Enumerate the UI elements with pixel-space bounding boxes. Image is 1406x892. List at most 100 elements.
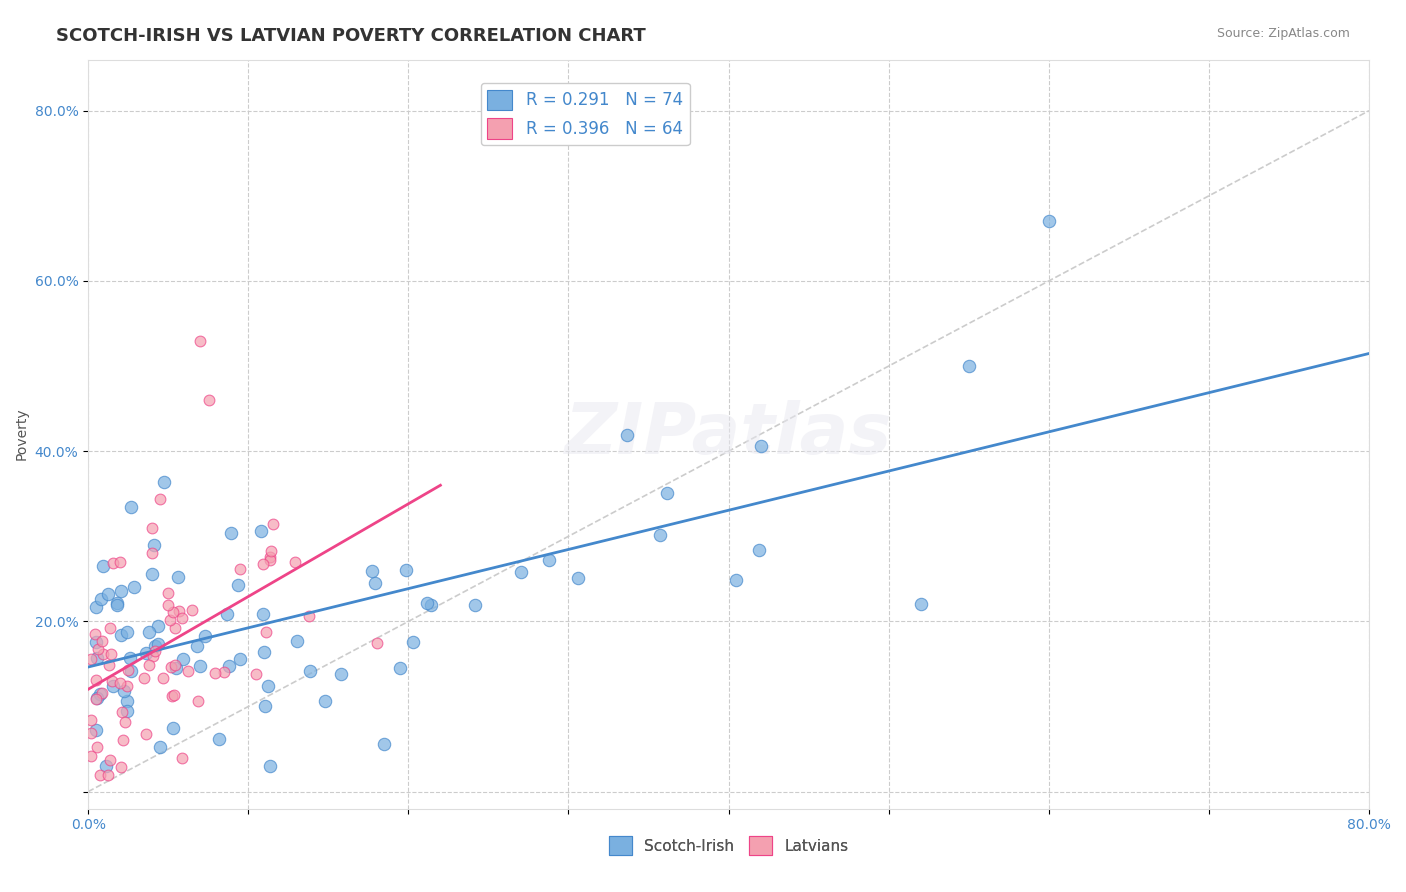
Point [84, 723, 107, 737]
Point [86, 690, 108, 705]
Point [259, 549, 281, 564]
Point [245, 666, 267, 681]
Point [162, 605, 184, 619]
Point [219, 525, 242, 540]
Point [648, 528, 671, 542]
Point [108, 675, 131, 690]
Point [84, 673, 107, 688]
Point [464, 598, 486, 612]
Point [910, 598, 932, 612]
Point [188, 334, 211, 348]
Point [198, 392, 221, 407]
Point [97, 767, 120, 781]
Point [143, 639, 166, 653]
Point [91, 686, 114, 700]
Point [100, 648, 122, 662]
Point [94, 759, 117, 773]
Point [120, 664, 142, 678]
Point [84, 635, 107, 649]
Point [115, 693, 138, 707]
Point [108, 555, 131, 569]
Point [260, 544, 283, 558]
Point [157, 585, 180, 599]
Point [228, 578, 250, 592]
Point [80, 726, 103, 740]
Point [91, 558, 114, 573]
Point [388, 661, 411, 675]
Point [86, 651, 108, 665]
Point [208, 732, 231, 747]
Point [180, 603, 202, 617]
Point [135, 727, 157, 741]
Point [172, 652, 194, 666]
Point [84, 627, 107, 641]
Point [145, 644, 167, 658]
Point [146, 637, 169, 651]
Point [298, 664, 321, 678]
Point [259, 759, 281, 773]
Point [218, 659, 240, 673]
Point [167, 604, 190, 618]
Point [957, 359, 980, 373]
Point [249, 524, 271, 539]
Point [177, 664, 200, 678]
Text: ZIPatlas: ZIPatlas [565, 400, 893, 468]
Point [152, 475, 174, 490]
Point [1038, 214, 1060, 228]
Point [298, 609, 321, 624]
Point [149, 739, 172, 754]
Point [141, 567, 163, 582]
Point [89, 767, 111, 781]
Point [141, 521, 163, 535]
Y-axis label: Poverty: Poverty [15, 408, 30, 460]
Point [361, 564, 384, 578]
Point [80, 748, 103, 763]
Point [254, 625, 277, 640]
Point [80, 652, 103, 666]
Point [364, 576, 387, 591]
Point [252, 607, 274, 621]
Point [84, 600, 107, 615]
Text: SCOTCH-IRISH VS LATVIAN POVERTY CORRELATION CHART: SCOTCH-IRISH VS LATVIAN POVERTY CORRELAT… [56, 27, 645, 45]
Point [110, 584, 132, 599]
Point [143, 538, 166, 552]
Point [105, 598, 128, 612]
Point [117, 704, 139, 718]
Point [366, 636, 388, 650]
Point [149, 491, 172, 506]
Point [538, 553, 561, 567]
Point [228, 562, 250, 576]
Point [259, 553, 281, 567]
Point [229, 652, 252, 666]
Point [187, 693, 209, 707]
Point [101, 556, 124, 570]
Point [112, 684, 135, 698]
Point [87, 642, 110, 657]
Point [110, 705, 132, 719]
Point [90, 592, 112, 607]
Point [212, 665, 235, 680]
Point [141, 546, 163, 560]
Point [188, 658, 211, 673]
Point [373, 737, 395, 751]
Point [204, 665, 226, 680]
Point [138, 657, 160, 672]
Point [98, 754, 121, 768]
Point [402, 635, 425, 649]
Point [509, 565, 531, 579]
Point [194, 629, 217, 643]
Point [84, 691, 107, 706]
Point [160, 660, 183, 674]
Point [262, 517, 284, 532]
Point [91, 633, 114, 648]
Point [110, 628, 132, 642]
Point [120, 500, 142, 514]
Point [165, 661, 187, 675]
Point [114, 714, 136, 729]
Point [132, 671, 155, 685]
Point [117, 679, 139, 693]
Point [101, 673, 124, 688]
Point [135, 646, 157, 660]
Point [97, 587, 120, 601]
Point [152, 671, 174, 685]
